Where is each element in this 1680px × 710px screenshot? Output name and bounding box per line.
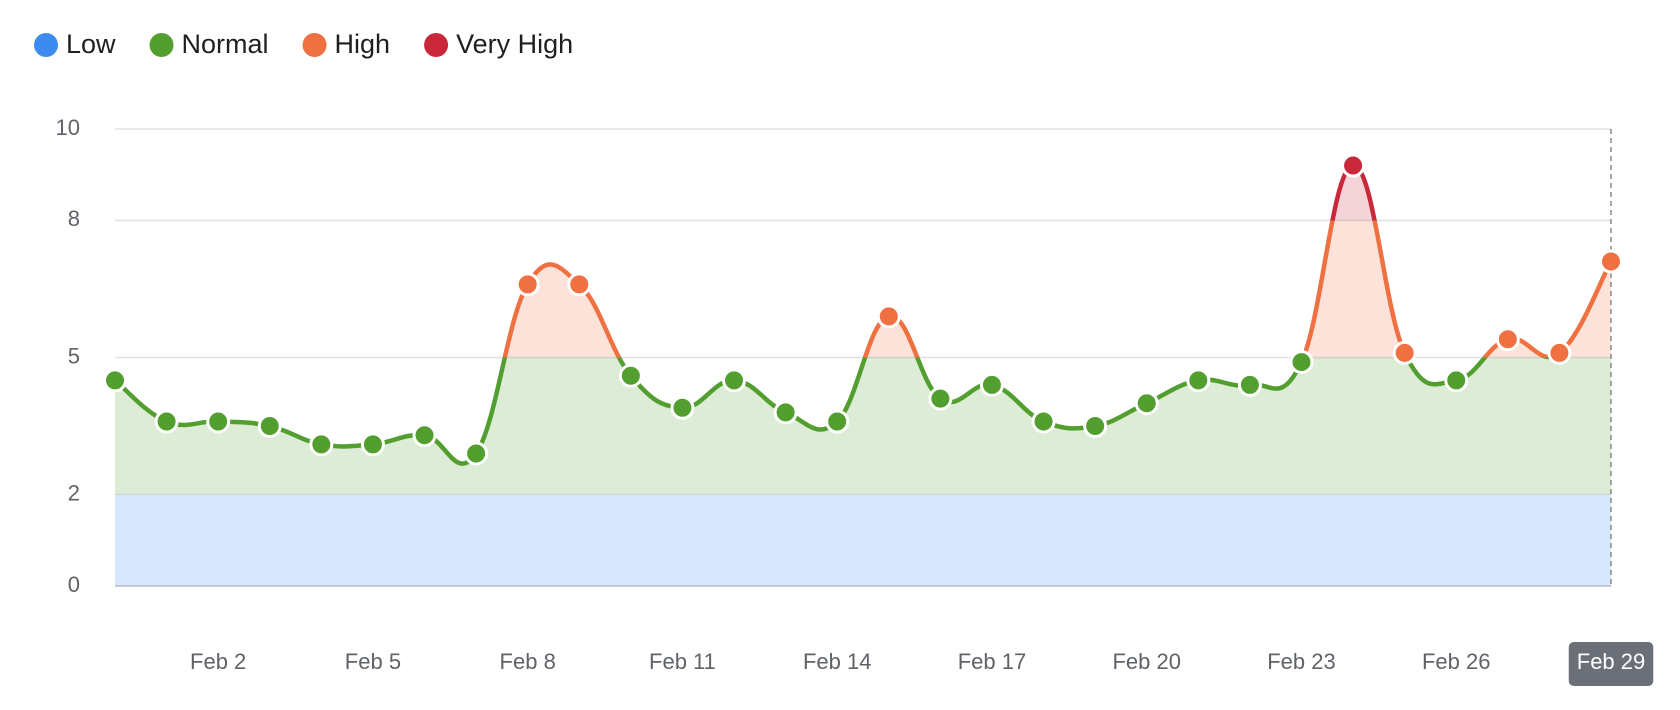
- point: [464, 441, 489, 466]
- point: [1341, 153, 1366, 178]
- point: [1289, 350, 1314, 375]
- legend-label: Very High: [456, 29, 573, 59]
- point: [1186, 368, 1211, 393]
- y-tick-label: 8: [68, 206, 80, 231]
- legend-label: High: [335, 29, 391, 59]
- point: [825, 409, 850, 434]
- point: [1444, 368, 1469, 393]
- y-tick-label: 0: [68, 572, 80, 597]
- legend-marker: [302, 33, 327, 57]
- point: [1134, 391, 1159, 416]
- point: [1083, 414, 1108, 439]
- y-tick-label: 5: [68, 343, 80, 368]
- point: [309, 432, 334, 457]
- point: [773, 400, 798, 425]
- legend-marker: [149, 33, 174, 57]
- x-tick-label: Feb 14: [803, 649, 872, 674]
- point: [206, 409, 231, 434]
- point: [257, 414, 282, 439]
- point: [515, 272, 540, 297]
- point: [154, 409, 179, 434]
- x-tick-label: Feb 26: [1422, 649, 1491, 674]
- area: [115, 165, 1611, 495]
- point: [876, 304, 901, 329]
- legend: Low Normal High Very High: [34, 29, 573, 59]
- x-tick-label: Feb 23: [1267, 649, 1336, 674]
- legend-marker: [34, 33, 58, 57]
- point: [979, 372, 1004, 397]
- x-tick-label: Feb 8: [500, 649, 556, 674]
- point: [412, 423, 437, 448]
- x-tick-label: Feb 2: [190, 649, 246, 674]
- point: [1547, 340, 1572, 365]
- legend-label: Normal: [182, 29, 269, 59]
- y-tick-label: 10: [56, 115, 80, 140]
- x-tick-label: Feb 29: [1577, 649, 1646, 674]
- x-tick-label: Feb 5: [345, 649, 401, 674]
- point: [722, 368, 747, 393]
- x-tick-label: Feb 20: [1112, 649, 1181, 674]
- point: [1495, 327, 1520, 352]
- y-tick-label: 2: [68, 480, 80, 505]
- point: [928, 386, 953, 411]
- point: [103, 368, 127, 393]
- point: [360, 432, 385, 457]
- x-tick-highlight: [1568, 642, 1654, 686]
- point: [1031, 409, 1056, 434]
- point: [567, 272, 592, 297]
- point: [670, 395, 695, 420]
- legend-label: Low: [66, 29, 116, 59]
- x-tick-label: Feb 17: [958, 649, 1027, 674]
- point: [1237, 372, 1262, 397]
- zone-band: [115, 494, 1611, 586]
- x-tick-label: Feb 11: [649, 649, 716, 674]
- point: [1599, 249, 1623, 274]
- legend-marker: [424, 33, 449, 57]
- point: [618, 363, 643, 388]
- point: [1392, 340, 1417, 365]
